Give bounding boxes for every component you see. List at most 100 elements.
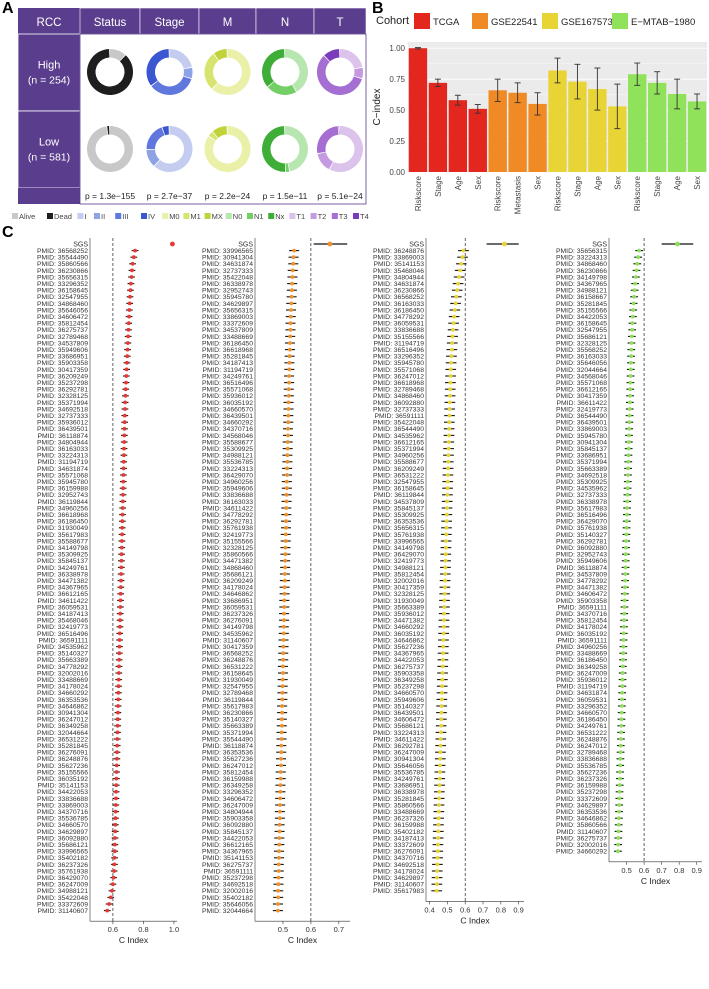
row-label: PMID: 35627236 <box>556 769 607 776</box>
row-label: PMID: 35860566 <box>556 822 607 829</box>
point <box>621 657 625 662</box>
point <box>284 525 288 530</box>
legend-swatch-mx <box>204 213 211 219</box>
row-label: PMID: 36186450 <box>373 307 424 314</box>
point <box>622 591 627 596</box>
legend-label-t1: T1 <box>296 212 305 221</box>
y-tick-label: 0.00 <box>389 168 405 177</box>
point <box>280 710 285 715</box>
point <box>446 440 451 444</box>
row-label: PMID: 32789468 <box>556 750 607 757</box>
row-label: PMID: 35656315 <box>202 307 253 314</box>
point <box>108 895 113 900</box>
row-label: PMID: 36159988 <box>202 776 253 783</box>
row-label: PMID: 35237298 <box>202 875 253 882</box>
x-tick-label: Stage <box>573 175 582 196</box>
row-label: PMID: 34660570 <box>373 690 424 697</box>
point <box>618 750 623 755</box>
point <box>285 459 290 464</box>
point <box>436 836 441 840</box>
x-axis-label: C Index <box>288 935 318 945</box>
point <box>128 294 132 299</box>
row-label: PMID: 34692518 <box>373 862 424 869</box>
point <box>277 829 282 834</box>
row-label: PMID: 34178024 <box>37 684 88 691</box>
row-label: PMID: 36292781 <box>202 519 253 526</box>
point <box>129 275 134 279</box>
row-label: PMID: 36059531 <box>373 321 424 328</box>
row-label: PMID: 36247012 <box>37 717 88 724</box>
row-label-sgs: SGS <box>73 242 88 249</box>
point <box>282 572 287 576</box>
row-label: PMID: 34370716 <box>202 426 253 433</box>
point <box>116 704 120 708</box>
point <box>288 321 293 326</box>
row-label: PMID: 36119844 <box>373 492 424 499</box>
row-label: PMID: 35903358 <box>373 670 424 677</box>
point <box>437 796 442 801</box>
point <box>625 492 630 497</box>
row-label: PMID: 32547955 <box>556 327 607 334</box>
row-label: PMID: 35860566 <box>202 552 253 559</box>
point <box>621 651 626 656</box>
point <box>617 789 622 794</box>
row-label: PMID: 36568252 <box>37 248 88 255</box>
point <box>437 783 442 788</box>
point <box>444 512 449 517</box>
row-label: PMID: 34611422 <box>373 736 424 743</box>
point <box>620 664 625 669</box>
row-count: (n = 581) <box>28 152 70 164</box>
row-label: PMID: 35309925 <box>202 446 253 453</box>
row-label: PMID: 35422048 <box>37 895 88 902</box>
point <box>287 354 292 359</box>
row-label: PMID: 34631874 <box>37 466 88 473</box>
point <box>278 783 283 788</box>
donut-slice-low-n-n1 <box>285 163 290 172</box>
point <box>620 677 625 682</box>
point <box>124 380 128 385</box>
row-label: PMID: 34692518 <box>37 406 88 413</box>
point <box>280 690 285 695</box>
header-cell-bg <box>255 7 315 35</box>
row-label: PMID: 33869003 <box>202 314 253 321</box>
row-label: PMID: 36230866 <box>202 710 253 717</box>
donut-slice-low-stage-ii <box>146 149 160 166</box>
row-label: PMID: 35663389 <box>373 604 424 611</box>
row-label: PMID: 32737333 <box>556 492 607 499</box>
header-cell-bg <box>198 7 257 35</box>
legend-label-iv: IV <box>148 212 155 221</box>
point <box>278 803 283 807</box>
row-label: PMID: 35936012 <box>37 420 88 427</box>
x-tick-label: 0.9 <box>513 905 523 914</box>
point <box>622 605 627 609</box>
y-tick-label: 0.50 <box>389 106 405 115</box>
row-label: PMID: 32419773 <box>202 532 253 539</box>
point <box>446 459 451 464</box>
row-label: PMID: 34422053 <box>37 789 88 796</box>
point <box>116 677 121 682</box>
point <box>449 360 454 365</box>
header-rcc-bg <box>18 8 80 34</box>
point <box>444 532 449 537</box>
row-label: PMID: 36618968 <box>202 347 253 354</box>
row-label: PMID: 36092880 <box>373 400 424 407</box>
point <box>442 618 446 623</box>
row-label: PMID: 33869003 <box>556 426 607 433</box>
point <box>443 572 448 576</box>
row-label: PMID: 34631874 <box>556 690 607 697</box>
x-tick-label: 1.0 <box>169 925 179 934</box>
point <box>122 413 127 418</box>
row-label: PMID: 35656315 <box>37 274 88 281</box>
point <box>633 281 638 286</box>
point <box>277 842 282 847</box>
row-label: PMID: 36035192 <box>556 631 607 638</box>
legend-swatch-n1 <box>247 213 253 219</box>
point <box>116 697 121 702</box>
point <box>281 651 286 656</box>
point <box>628 393 632 398</box>
header-cell-bg <box>313 7 367 35</box>
p-value-status: p = 1.3e−155 <box>85 191 135 201</box>
point <box>278 796 283 801</box>
row-label: PMID: 36247012 <box>373 373 424 380</box>
point <box>112 869 117 873</box>
